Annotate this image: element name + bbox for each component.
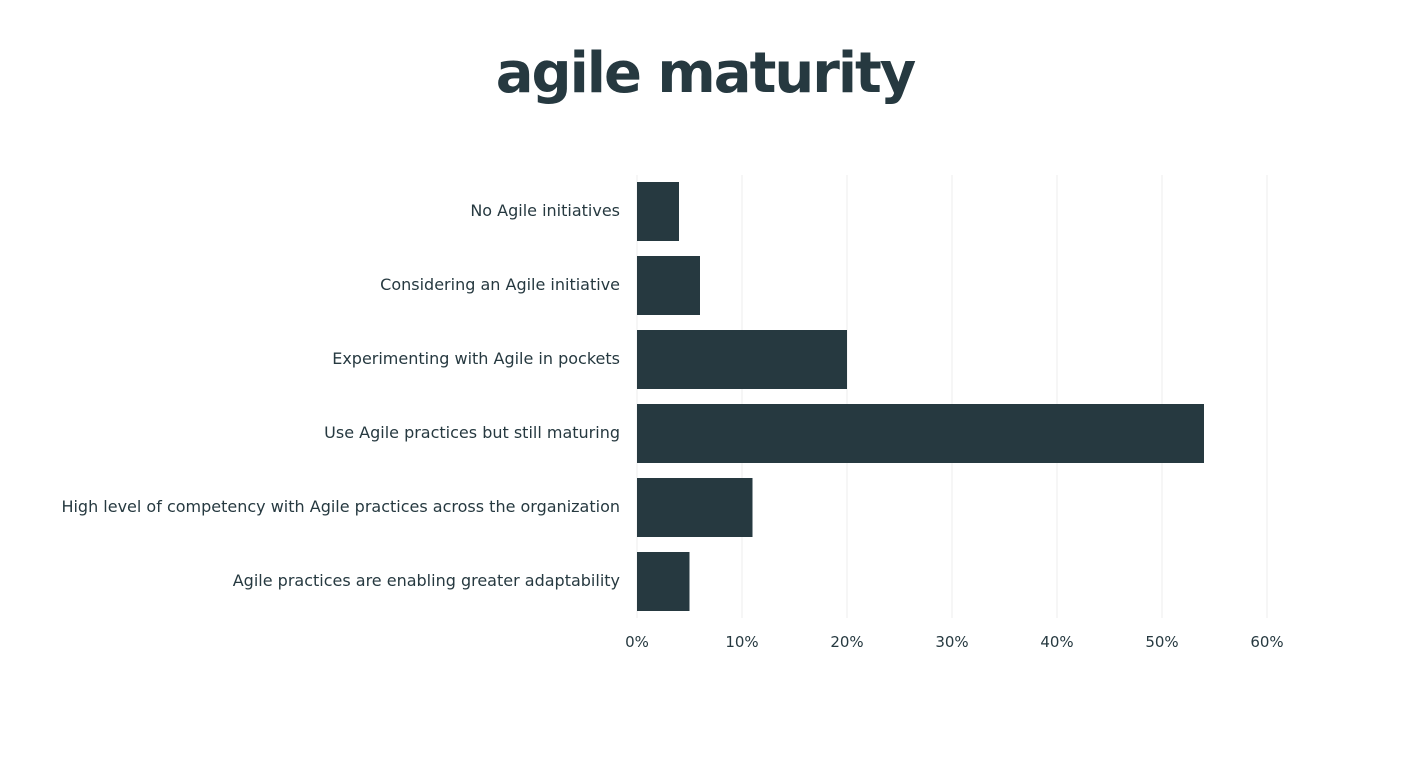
category-labels: No Agile initiatives Considering an Agile… — [61, 201, 620, 590]
category-label: Considering an Agile initiative — [380, 275, 620, 294]
bar — [637, 256, 700, 315]
x-tick-label: 10% — [725, 633, 758, 651]
category-label: High level of competency with Agile prac… — [61, 497, 620, 516]
bars — [637, 182, 1204, 611]
chart-title: agile maturity — [495, 41, 917, 106]
category-label: Agile practices are enabling greater ada… — [233, 571, 620, 590]
gridlines — [636, 175, 1268, 618]
category-label: Experimenting with Agile in pockets — [332, 349, 620, 368]
x-tick-label: 40% — [1040, 633, 1073, 651]
category-label: No Agile initiatives — [470, 201, 620, 220]
x-tick-label: 0% — [625, 633, 649, 651]
x-tick-label: 50% — [1145, 633, 1178, 651]
bar — [637, 478, 753, 537]
bar — [637, 182, 679, 241]
bar — [637, 404, 1204, 463]
bar — [637, 552, 690, 611]
x-axis-tick-labels: 0% 10% 20% 30% 40% 50% 60% — [625, 633, 1284, 651]
x-tick-label: 60% — [1250, 633, 1283, 651]
bar — [637, 330, 847, 389]
category-label: Use Agile practices but still maturing — [324, 423, 620, 442]
x-tick-label: 20% — [830, 633, 863, 651]
x-tick-label: 30% — [935, 633, 968, 651]
